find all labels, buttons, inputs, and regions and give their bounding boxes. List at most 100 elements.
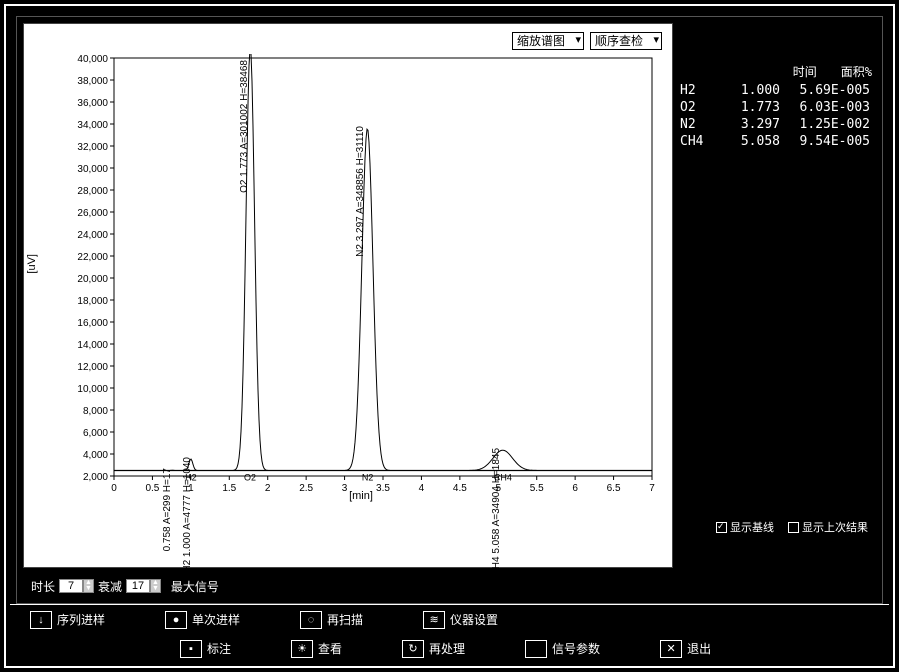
results-header: 时间 面积%	[676, 61, 876, 82]
svg-text:10,000: 10,000	[77, 384, 108, 395]
svg-text:3: 3	[342, 483, 348, 494]
svg-text:8,000: 8,000	[83, 406, 108, 417]
svg-text:16,000: 16,000	[77, 318, 108, 329]
content-area: 缩放谱图 顺序查检 [uV] 2,000 4,000 6,000 8,000 10,00…	[16, 16, 883, 604]
chart-panel: 缩放谱图 顺序查检 [uV] 2,000 4,000 6,000 8,000 10,00…	[23, 23, 673, 568]
sequence-sample-button[interactable]: ↓ 序列进样	[30, 611, 105, 629]
duration-spin-buttons[interactable]: ▲▼	[83, 579, 94, 593]
result-row: CH45.0589.54E-005	[676, 133, 876, 150]
svg-text:14,000: 14,000	[77, 340, 108, 351]
svg-text:3.5: 3.5	[376, 483, 390, 494]
svg-text:0: 0	[111, 483, 117, 494]
rescan-button[interactable]: ◌ 再扫描	[300, 611, 363, 629]
svg-text:12,000: 12,000	[77, 362, 108, 373]
signal-param-label: 信号参数	[552, 640, 600, 657]
svg-text:32,000: 32,000	[77, 142, 108, 153]
sequence-sample-icon: ↓	[30, 611, 52, 629]
baseline-label: 显示基线	[730, 519, 774, 535]
svg-text:4.5: 4.5	[453, 483, 467, 494]
svg-text:4,000: 4,000	[83, 450, 108, 461]
reprocess-button[interactable]: ↻ 再处理	[402, 640, 465, 658]
exit-label: 退出	[687, 640, 711, 657]
instrument-label: 仪器设置	[450, 611, 498, 628]
svg-text:40,000: 40,000	[77, 54, 108, 65]
rescan-icon: ◌	[300, 611, 322, 629]
x-axis-unit: [min]	[349, 490, 373, 502]
svg-text:36,000: 36,000	[77, 98, 108, 109]
svg-text:28,000: 28,000	[77, 186, 108, 197]
zoom-dropdown[interactable]: 缩放谱图	[512, 32, 584, 50]
svg-text:6.5: 6.5	[607, 483, 621, 494]
show-previous-checkbox[interactable]: 显示上次结果	[788, 519, 868, 535]
duration-input[interactable]	[59, 579, 83, 593]
svg-text:4: 4	[419, 483, 425, 494]
view-icon: ☀	[291, 640, 313, 658]
single-sample-icon: ●	[165, 611, 187, 629]
reprocess-label: 再处理	[429, 640, 465, 657]
duration-spinner[interactable]: ▲▼	[59, 579, 94, 593]
svg-text:30,000: 30,000	[77, 164, 108, 175]
svg-text:2.5: 2.5	[299, 483, 313, 494]
peak-label-CH4: CH4 5.058 A=34904 H=1845	[491, 448, 502, 576]
previous-label: 显示上次结果	[802, 519, 868, 535]
display-options: 显示基线 显示上次结果	[716, 519, 868, 535]
y-axis-unit: [uV]	[26, 254, 38, 274]
svg-text:2: 2	[265, 483, 271, 494]
svg-text:7: 7	[649, 483, 655, 494]
instrument-button[interactable]: ≋仪器设置	[423, 611, 498, 629]
sequence-sample-label: 序列进样	[57, 611, 105, 628]
result-row: O21.7736.03E-003	[676, 99, 876, 116]
signal-param-icon	[525, 640, 547, 658]
exit-icon: ✕	[660, 640, 682, 658]
peak-label-H2: H2 1.000 A=4777 H=1040	[182, 457, 193, 573]
chromatogram-plot: 2,000 4,000 6,000 8,000 10,000 12,000 14,000 16…	[66, 54, 656, 504]
peak-label-H2-pre: 0.758 A=299 H=17	[162, 468, 173, 551]
svg-text:22,000: 22,000	[77, 252, 108, 263]
show-baseline-checkbox[interactable]: 显示基线	[716, 519, 774, 535]
previous-check-icon	[788, 522, 799, 533]
svg-text:6: 6	[572, 483, 578, 494]
svg-text:6,000: 6,000	[83, 428, 108, 439]
peak-label-N2: N2 3.297 A=348856 H=31110	[355, 126, 366, 257]
result-row: N23.2971.25E-002	[676, 116, 876, 133]
atten-spin-buttons[interactable]: ▲▼	[150, 579, 161, 593]
reprocess-icon: ↻	[402, 640, 424, 658]
svg-text:2,000: 2,000	[83, 472, 108, 483]
mark-label: 标注	[207, 640, 231, 657]
atten-spinner[interactable]: ▲▼	[126, 579, 161, 593]
single-sample-label: 单次进样	[192, 611, 240, 628]
rescan-label: 再扫描	[327, 611, 363, 628]
view-label: 查看	[318, 640, 342, 657]
svg-text:O2: O2	[244, 473, 256, 483]
svg-text:0.5: 0.5	[145, 483, 159, 494]
svg-text:18,000: 18,000	[77, 296, 108, 307]
svg-text:5.5: 5.5	[530, 483, 544, 494]
svg-text:34,000: 34,000	[77, 120, 108, 131]
single-sample-button[interactable]: ● 单次进样	[165, 611, 240, 629]
bottom-toolbar: ↓ 序列进样 ● 单次进样 ◌ 再扫描 ≋仪器设置 ▪ 标注 ☀ 查看 ↻ 再处理 信号参数 ✕ 退出	[10, 604, 889, 662]
baseline-check-icon	[716, 522, 727, 533]
atten-input[interactable]	[126, 579, 150, 593]
mark-button[interactable]: ▪ 标注	[180, 640, 231, 658]
mark-icon: ▪	[180, 640, 202, 658]
svg-text:38,000: 38,000	[77, 76, 108, 87]
header-area: 面积%	[841, 63, 872, 80]
svg-text:26,000: 26,000	[77, 208, 108, 219]
view-button[interactable]: ☀ 查看	[291, 640, 342, 658]
exit-button[interactable]: ✕ 退出	[660, 640, 711, 658]
peak-label-O2: O2 1.773 A=301002 H=38468	[239, 60, 250, 193]
mode-dropdown[interactable]: 顺序查检	[590, 32, 662, 50]
svg-text:24,000: 24,000	[77, 230, 108, 241]
app-frame: 缩放谱图 顺序查检 [uV] 2,000 4,000 6,000 8,000 10,00…	[4, 4, 895, 668]
result-row: H21.0005.69E-005	[676, 82, 876, 99]
chart-footer: 时长 ▲▼ 衰减 ▲▼ 最大信号	[27, 572, 667, 600]
svg-text:1.5: 1.5	[222, 483, 236, 494]
svg-text:20,000: 20,000	[77, 274, 108, 285]
results-panel: 时间 面积% H21.0005.69E-005O21.7736.03E-003N…	[676, 61, 876, 150]
duration-label: 时长	[31, 578, 55, 595]
atten-label: 衰减	[98, 578, 122, 595]
signal-param-button[interactable]: 信号参数	[525, 640, 600, 658]
header-time: 时间	[793, 63, 817, 80]
maxsig-label: 最大信号	[171, 578, 219, 595]
svg-text:N2: N2	[362, 473, 374, 483]
